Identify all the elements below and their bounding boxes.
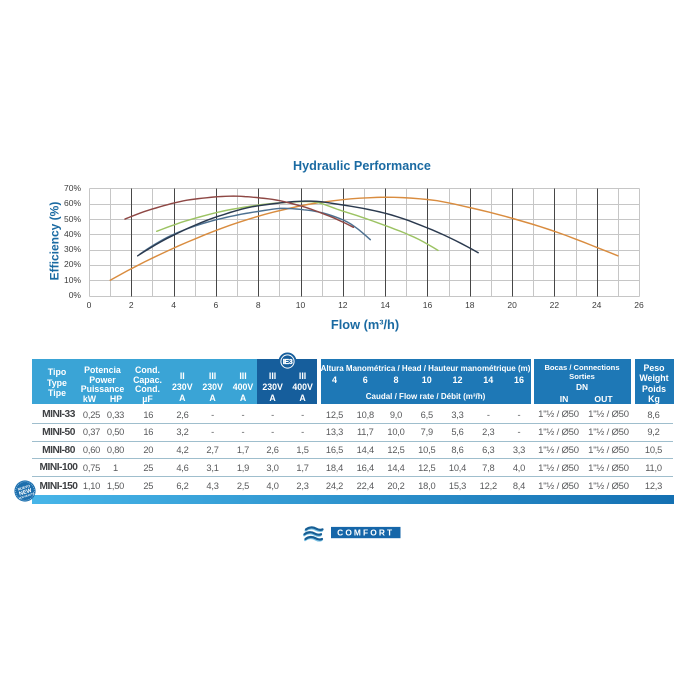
svg-text:NUEVO: NUEVO xyxy=(17,483,31,491)
svg-text:IE3: IE3 xyxy=(283,357,293,366)
svg-text:NOUVEAUTÉ: NOUVEAUTÉ xyxy=(17,490,34,500)
svg-text:NEW: NEW xyxy=(18,487,33,497)
svg-text:COMFORT: COMFORT xyxy=(337,528,394,538)
